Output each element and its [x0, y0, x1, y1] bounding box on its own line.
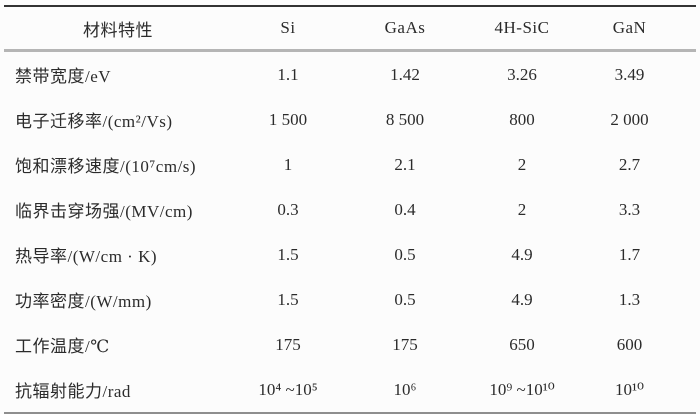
table-row-saturation-drift-velocity: 饱和漂移速度/(10⁷cm/s) 1 2.1 2 2.7 — [4, 142, 696, 187]
table-row-critical-breakdown-field: 临界击穿场强/(MV/cm) 0.3 0.4 2 3.3 — [4, 187, 696, 232]
table-row-operating-temperature: 工作温度/℃ 175 175 650 600 — [4, 322, 696, 367]
table-row-bandgap: 禁带宽度/eV 1.1 1.42 3.26 3.49 — [4, 51, 696, 98]
cell-value: 800 — [509, 109, 535, 129]
cell-value: 2.7 — [618, 154, 641, 174]
cell-value: 1.7 — [618, 244, 641, 264]
cell-value: 1.42 — [390, 64, 420, 84]
cell-value: 2.1 — [394, 154, 416, 174]
cell-value: 8 500 — [385, 109, 425, 129]
cell-value: 3.49 — [614, 64, 645, 84]
cell-value: 0.5 — [394, 289, 416, 309]
material-properties-table: 材料特性 Si GaAs 4H-SiC GaN 禁带宽度/eV 1.1 1.42… — [4, 5, 696, 414]
column-header-si: Si — [232, 6, 344, 52]
row-label: 功率密度/(W/mm) — [15, 292, 152, 311]
cell-value: 4.9 — [511, 244, 533, 264]
cell-value: 0.5 — [394, 244, 416, 264]
cell-value: 1.5 — [277, 244, 299, 264]
cell-value: 175 — [392, 334, 418, 354]
cell-value: 1 — [283, 154, 293, 174]
cell-value: 3.3 — [618, 199, 641, 219]
row-label: 饱和漂移速度/(10⁷cm/s) — [15, 157, 197, 176]
row-label: 禁带宽度/eV — [15, 67, 112, 86]
table-row-power-density: 功率密度/(W/mm) 1.5 0.5 4.9 1.3 — [4, 277, 696, 322]
table-row-thermal-conductivity: 热导率/(W/cm · K) 1.5 0.5 4.9 1.7 — [4, 232, 696, 277]
cell-value: 2 000 — [610, 109, 649, 129]
header-row: 材料特性 Si GaAs 4H-SiC GaN — [4, 6, 696, 52]
column-header-4h-sic: 4H-SiC — [466, 6, 578, 52]
cell-value: 600 — [616, 334, 643, 354]
column-header-material-property: 材料特性 — [4, 6, 232, 52]
cell-value: 2 — [517, 199, 527, 219]
cell-value: 1.1 — [277, 64, 299, 84]
cell-value: 3.26 — [507, 64, 537, 84]
cell-value: 2 — [517, 154, 527, 174]
table-row-electron-mobility: 电子迁移率/(cm²/Vs) 1 500 8 500 800 2 000 — [4, 97, 696, 142]
cell-value: 4.9 — [511, 289, 533, 309]
cell-value: 1 500 — [268, 109, 308, 129]
column-header-gaas: GaAs — [344, 6, 466, 52]
row-label: 临界击穿场强/(MV/cm) — [15, 202, 193, 221]
cell-value: 650 — [509, 334, 535, 354]
material-properties-table-container: 材料特性 Si GaAs 4H-SiC GaN 禁带宽度/eV 1.1 1.42… — [4, 5, 696, 414]
cell-value: 10⁹ ~10¹⁰ — [489, 379, 555, 399]
column-header-gan: GaN — [578, 6, 696, 52]
row-label: 热导率/(W/cm · K) — [15, 247, 158, 266]
cell-value: 10⁶ — [393, 379, 417, 399]
cell-value: 1.5 — [277, 289, 299, 309]
cell-value: 0.3 — [277, 199, 299, 219]
cell-value: 10¹⁰ — [615, 379, 644, 399]
cell-value: 0.4 — [394, 199, 416, 219]
cell-value: 1.3 — [618, 289, 641, 309]
cell-value: 175 — [275, 334, 301, 354]
cell-value: 10⁴ ~10⁵ — [258, 379, 318, 399]
table-row-radiation-resistance: 抗辐射能力/rad 10⁴ ~10⁵ 10⁶ 10⁹ ~10¹⁰ 10¹⁰ — [4, 367, 696, 413]
row-label: 工作温度/℃ — [15, 337, 110, 356]
row-label: 抗辐射能力/rad — [15, 382, 131, 401]
row-label: 电子迁移率/(cm²/Vs) — [15, 112, 173, 131]
